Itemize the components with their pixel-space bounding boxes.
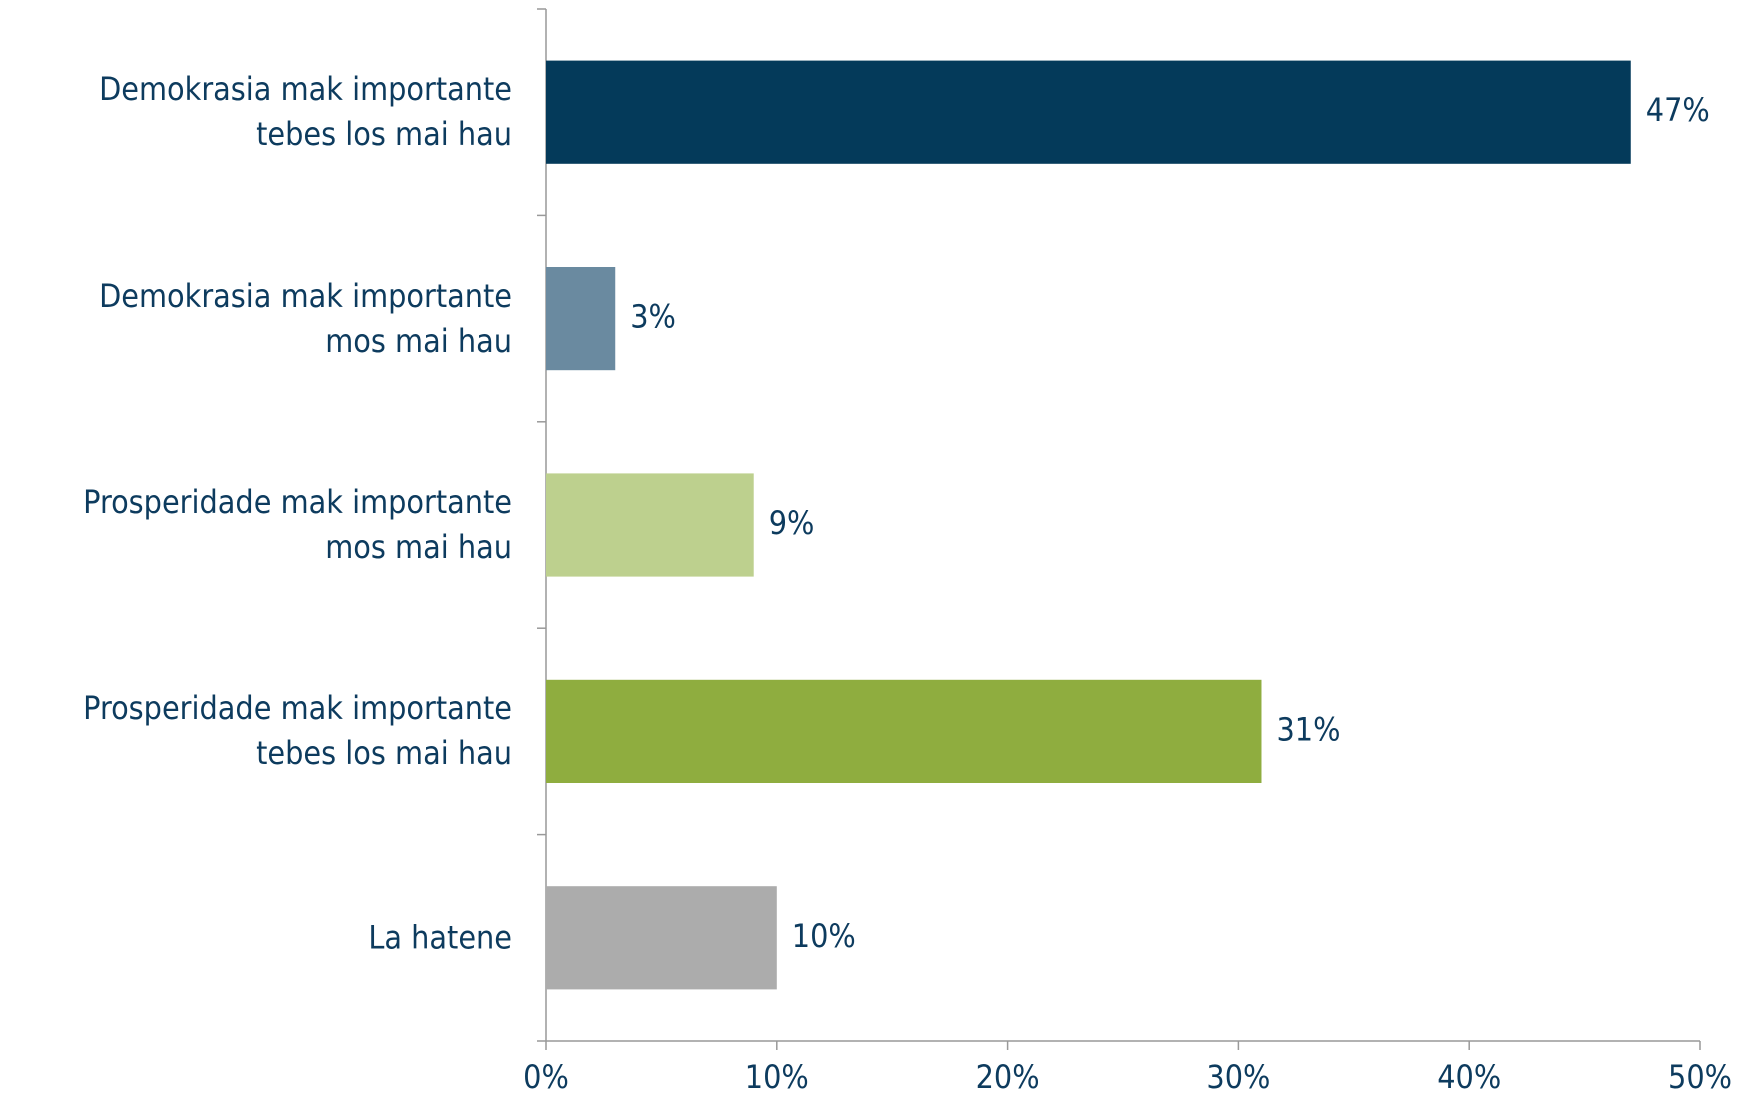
y-tick-label: Demokrasia mak importante tebes los mai …	[99, 70, 512, 154]
bar	[546, 886, 777, 990]
bar	[546, 679, 1262, 783]
x-tick-label: 10%	[745, 1058, 809, 1096]
x-tick-label: 40%	[1437, 1058, 1501, 1096]
data-label: 3%	[630, 298, 676, 336]
bar	[546, 267, 616, 371]
bar	[546, 60, 1631, 164]
bar	[546, 473, 754, 577]
x-tick-label: 0%	[523, 1058, 569, 1096]
y-tick-label: Prosperidade mak importante mos mai hau	[83, 483, 512, 566]
data-label: 9%	[769, 504, 815, 542]
data-label: 10%	[792, 917, 856, 955]
x-tick-label: 20%	[976, 1058, 1040, 1096]
y-tick-label: Demokrasia mak importante mos mai hau	[99, 276, 512, 360]
data-label: 31%	[1276, 710, 1340, 748]
y-tick-label: La hatene	[368, 918, 512, 957]
y-tick-label: Prosperidade mak importante tebes los ma…	[83, 689, 512, 773]
data-label: 47%	[1646, 91, 1710, 129]
x-tick-label: 50%	[1668, 1058, 1732, 1096]
x-tick-label: 30%	[1206, 1058, 1270, 1096]
